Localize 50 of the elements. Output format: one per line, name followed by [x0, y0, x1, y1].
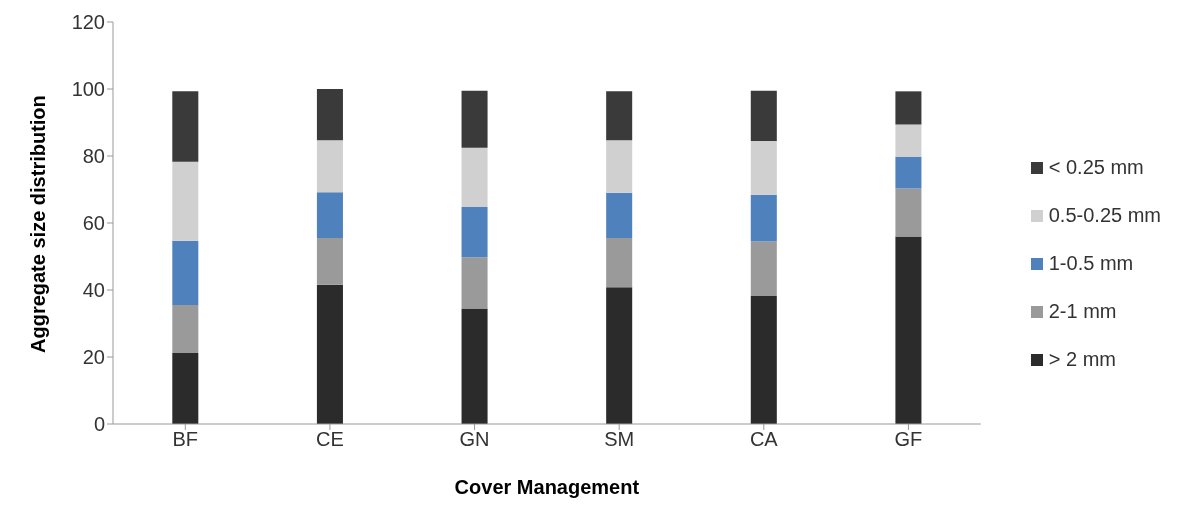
bar: [750, 296, 777, 424]
bar: [316, 89, 343, 141]
legend-label: 1-0.5 mm: [1048, 252, 1134, 275]
bar: [172, 91, 199, 162]
bar: [750, 194, 777, 242]
x-axis-title: Cover Management: [454, 476, 640, 498]
y-tick-label: 120: [71, 11, 105, 34]
bar: [606, 91, 633, 141]
bar: [750, 241, 777, 297]
x-tick-label: CA: [749, 428, 779, 451]
bar: [895, 188, 922, 237]
y-tick-label: 40: [82, 279, 105, 302]
y-tick-label: 0: [93, 413, 105, 436]
bar: [316, 192, 343, 239]
bar: [461, 90, 488, 148]
bar: [461, 147, 488, 207]
bar: [172, 305, 199, 353]
bar: [172, 240, 199, 306]
bar: [895, 124, 922, 157]
bar: [750, 90, 777, 141]
x-tick-label: SM: [604, 428, 635, 451]
x-tick-label: BF: [172, 428, 199, 451]
bar: [461, 206, 488, 258]
bar: [316, 238, 343, 285]
bar: [461, 257, 488, 309]
legend-label: 2-1 mm: [1048, 300, 1117, 323]
bar: [750, 140, 777, 195]
x-tick-label: GN: [459, 428, 490, 451]
y-tick-label: 100: [71, 78, 105, 101]
y-tick-label: 80: [82, 145, 105, 168]
bar: [895, 91, 922, 125]
legend-label: > 2 mm: [1048, 348, 1116, 371]
y-tick-label: 20: [82, 346, 105, 369]
legend-label: < 0.25 mm: [1048, 156, 1144, 179]
x-tick-label: GF: [894, 428, 923, 451]
bar: [461, 308, 488, 424]
y-axis-title: Aggregate size distribution: [27, 95, 50, 353]
bar: [606, 140, 633, 193]
bar: [895, 156, 922, 189]
bar: [316, 140, 343, 193]
bar: [172, 352, 199, 424]
bar: [316, 284, 343, 424]
y-tick-label: 60: [82, 212, 105, 235]
bar: [895, 236, 922, 424]
legend-label: 0.5-0.25 mm: [1048, 204, 1161, 227]
bar: [606, 238, 633, 288]
bar: [172, 161, 199, 241]
bar: [606, 287, 633, 424]
bar: [606, 192, 633, 239]
x-tick-label: CE: [316, 428, 344, 451]
